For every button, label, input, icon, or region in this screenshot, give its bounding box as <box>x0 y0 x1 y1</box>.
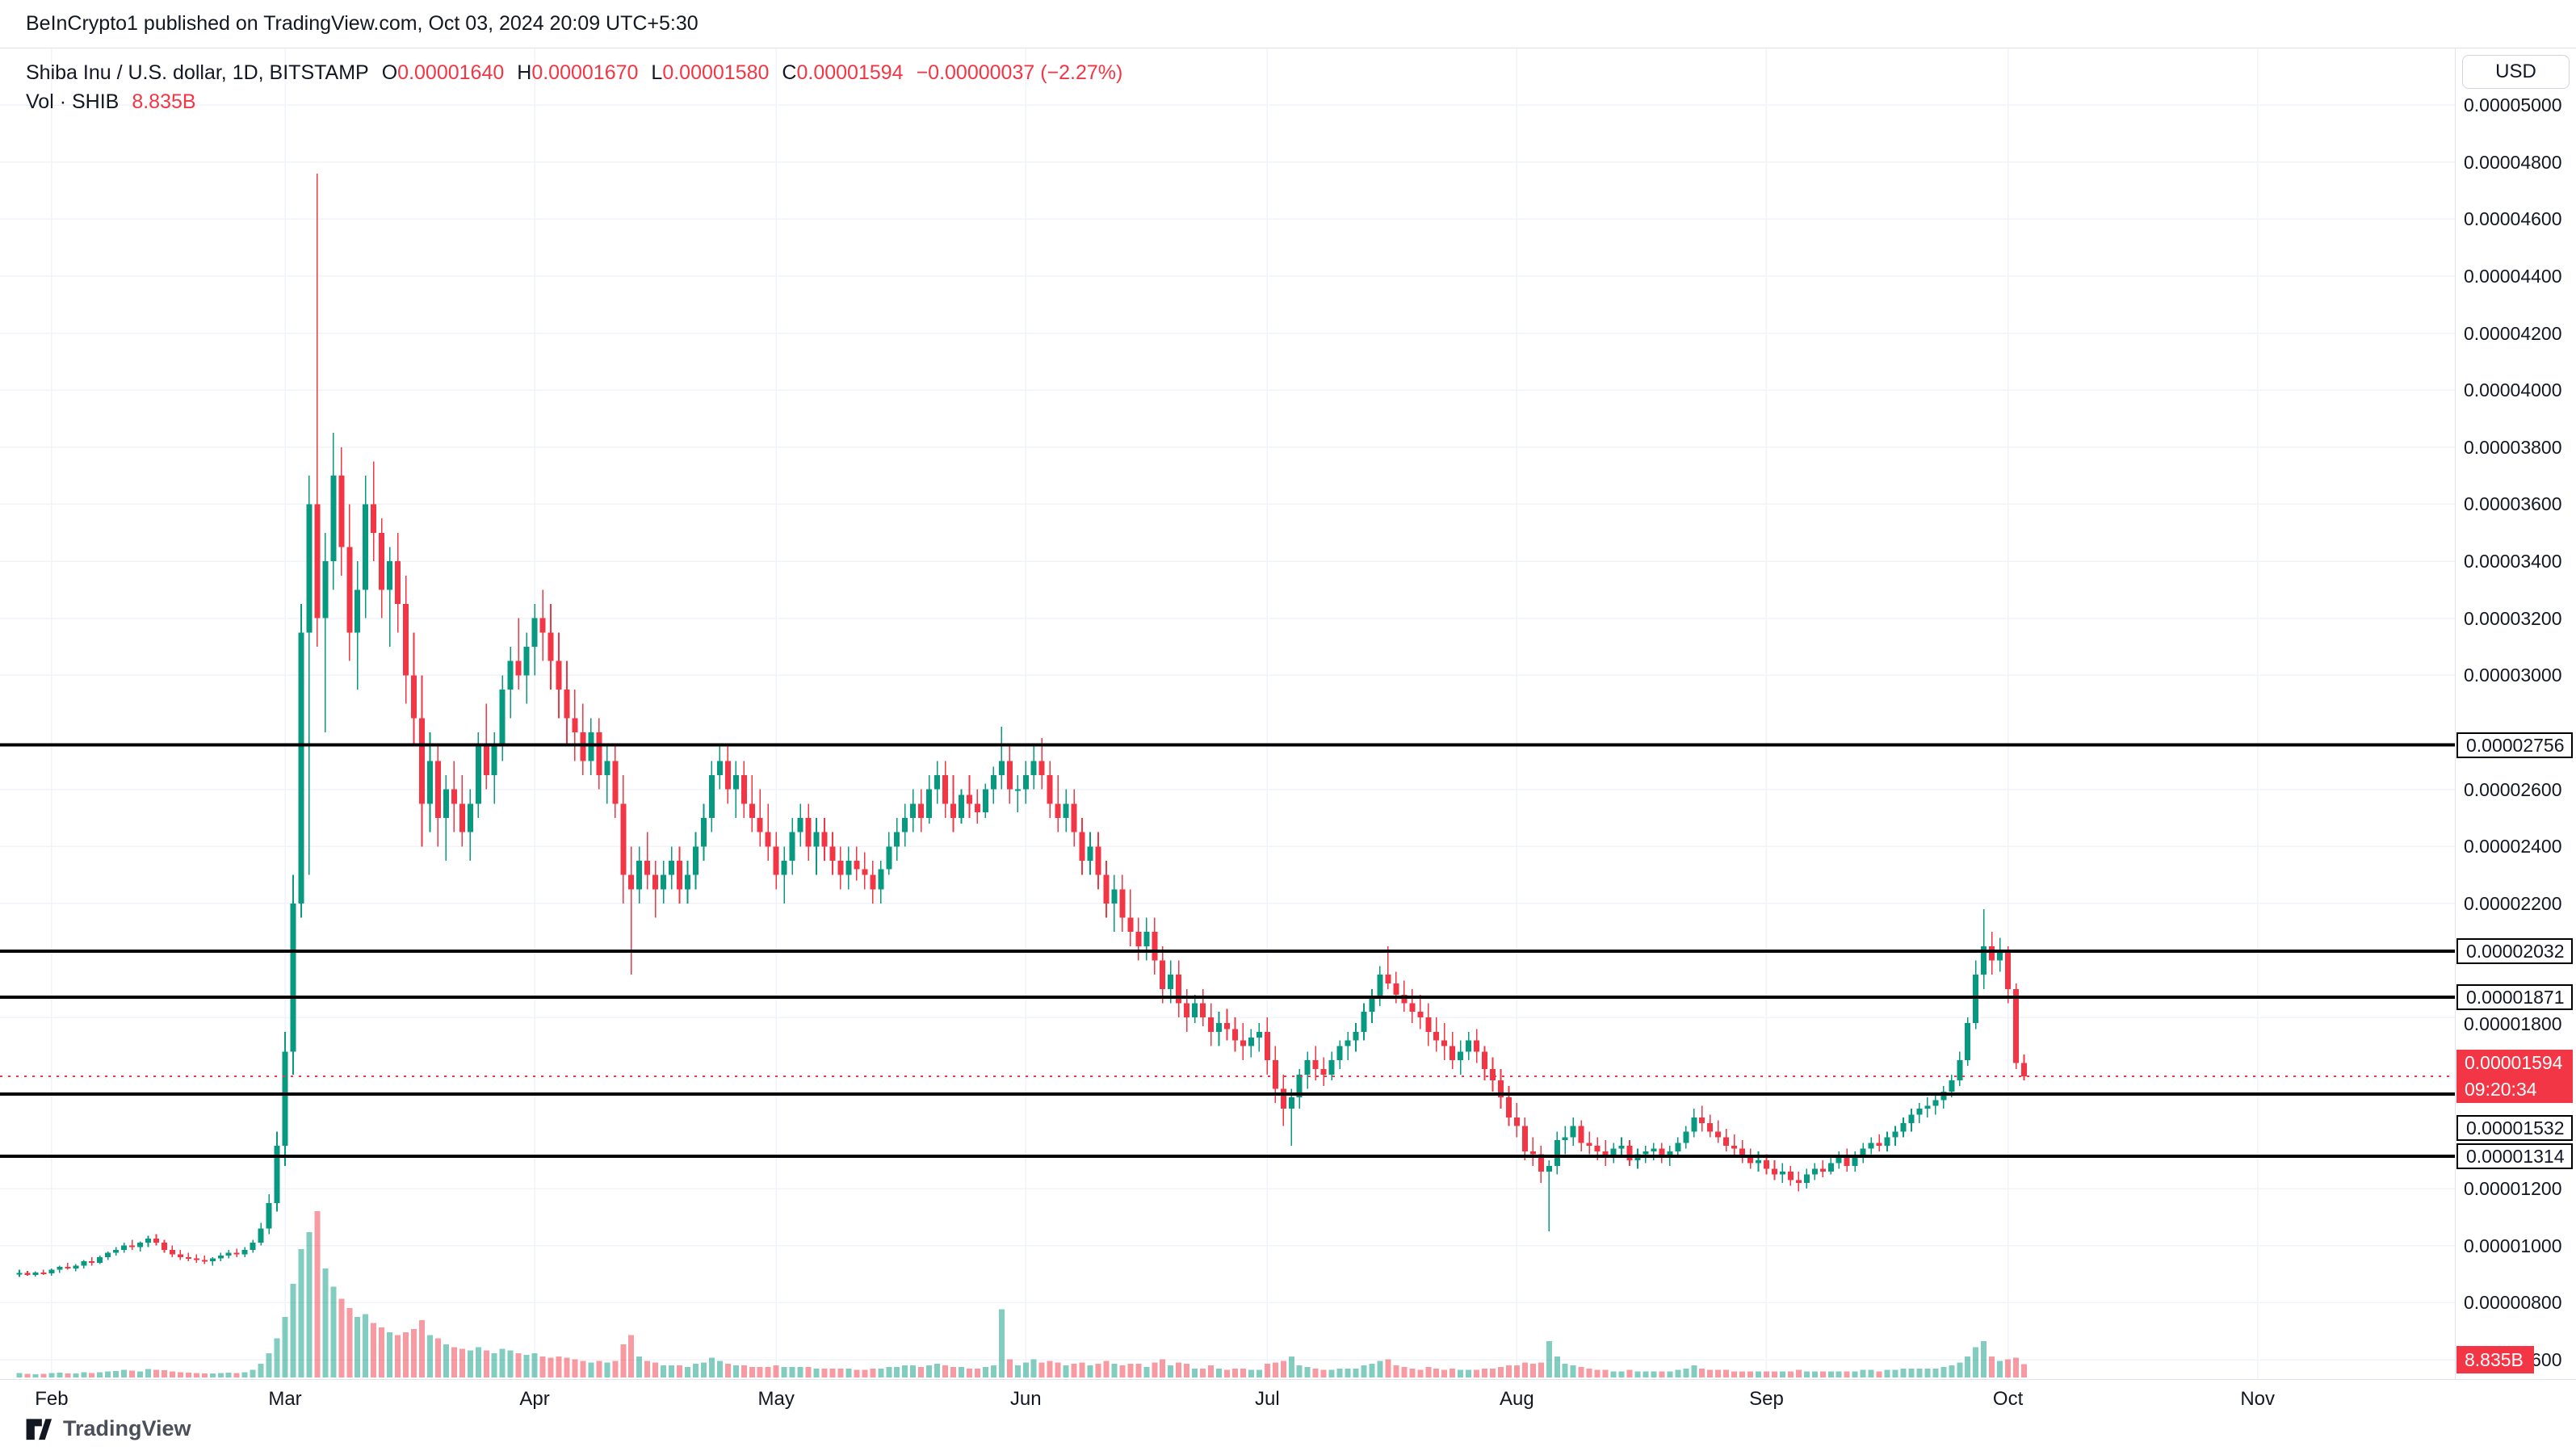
ohlc-open: O0.00001640 <box>381 61 505 84</box>
price-tick: 0.00004400 <box>2464 265 2562 287</box>
price-tick: 0.00002200 <box>2464 892 2562 914</box>
level-price-tag: 0.00001314 <box>2456 1143 2573 1169</box>
publish-info: BeInCrypto1 published on TradingView.com… <box>26 12 699 35</box>
price-tick: 0.00005000 <box>2464 94 2562 115</box>
grid-layer <box>0 48 2455 1379</box>
tradingview-brand[interactable]: TradingView <box>24 1414 191 1443</box>
level-price-tag: 0.00001871 <box>2456 984 2573 1011</box>
price-tick: 0.00001800 <box>2464 1013 2562 1035</box>
price-tick: 0.00004000 <box>2464 379 2562 401</box>
volume-label: Vol · SHIB <box>26 90 120 113</box>
publish-bar: BeInCrypto1 published on TradingView.com… <box>0 0 2576 48</box>
bar-close-countdown: 09:20:34 <box>2465 1078 2537 1100</box>
volume-layer <box>16 1211 2028 1377</box>
time-axis-month: Jun <box>1009 1388 1042 1410</box>
time-axis-month: Jul <box>1255 1388 1280 1410</box>
time-axis-month: Aug <box>1500 1388 1534 1410</box>
price-axis[interactable]: USD 0.00005000 0.00004800 0.00004600 0.0000… <box>2455 48 2576 1379</box>
symbol-title[interactable]: Shiba Inu / U.S. dollar, 1D, BITSTAMP <box>26 61 369 84</box>
price-change: −0.00000037 (−2.27%) <box>916 61 1123 84</box>
time-axis-month: Oct <box>1992 1388 2024 1410</box>
candles-layer <box>16 173 2028 1277</box>
level-lines-layer <box>0 743 2455 1158</box>
price-tick: 0.00003000 <box>2464 665 2562 686</box>
time-axis[interactable]: Feb Mar Apr May Jun Jul Aug Sep Oct Nov TradingVi… <box>0 1379 2576 1455</box>
time-axis-month: May <box>757 1388 795 1410</box>
level-price-tag: 0.00002032 <box>2456 938 2573 965</box>
price-tick: 0.00003400 <box>2464 551 2562 572</box>
legend-volume-row: Vol · SHIB 8.835B <box>26 87 1122 116</box>
price-tick: 0.00002600 <box>2464 778 2562 800</box>
price-tick: 0.00003800 <box>2464 436 2562 458</box>
time-axis-month: Sep <box>1749 1388 1784 1410</box>
legend-symbol-row: Shiba Inu / U.S. dollar, 1D, BITSTAMP O0… <box>26 58 1122 87</box>
time-axis-month: Apr <box>519 1388 550 1410</box>
price-tick: 0.00001000 <box>2464 1235 2562 1256</box>
price-tick: 0.00002400 <box>2464 836 2562 857</box>
price-tick: 0.00004800 <box>2464 151 2562 173</box>
ohlc-high: H0.00001670 <box>517 61 639 84</box>
time-axis-month: Nov <box>2240 1388 2275 1410</box>
time-axis-month: Mar <box>268 1388 302 1410</box>
volume-value: 8.835B <box>132 90 196 113</box>
ohlc-close: C0.00001594 <box>782 61 904 84</box>
current-price-value: 0.00001594 <box>2465 1051 2563 1073</box>
price-tick: 0.00003200 <box>2464 607 2562 629</box>
price-tick: 0.00003600 <box>2464 493 2562 515</box>
tradingview-logo-icon <box>26 1419 52 1440</box>
price-tick: 0.00001200 <box>2464 1178 2562 1200</box>
price-tick: 0.00000800 <box>2464 1292 2562 1314</box>
chart-legend: Shiba Inu / U.S. dollar, 1D, BITSTAMP O0… <box>26 58 1122 116</box>
current-price-tag: 0.00001594 09:20:34 <box>2456 1049 2573 1103</box>
ohlc-low: L0.00001580 <box>651 61 770 84</box>
level-price-tag: 0.00001532 <box>2456 1114 2573 1141</box>
price-tick: 0.00004600 <box>2464 208 2562 230</box>
tradingview-brand-label: TradingView <box>63 1415 191 1440</box>
level-price-tag: 0.00002756 <box>2456 732 2573 758</box>
currency-button[interactable]: USD <box>2462 55 2570 89</box>
volume-tag: 8.835B <box>2456 1346 2534 1373</box>
price-tick: 0.00004200 <box>2464 322 2562 344</box>
time-axis-month: Feb <box>35 1388 69 1410</box>
